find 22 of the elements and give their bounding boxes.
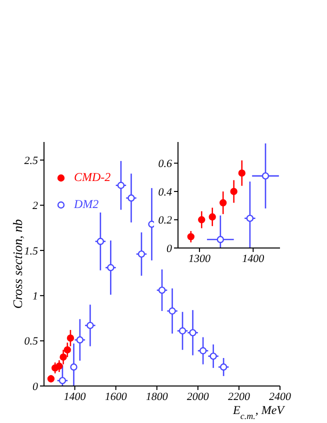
y-tick-label: 0 <box>32 380 38 393</box>
y-tick-label: 0 <box>166 242 172 255</box>
x-tick-label: 2000 <box>186 390 210 403</box>
y-tick-label: 1 <box>32 290 38 303</box>
y-axis-title: Cross section, nb <box>10 218 25 309</box>
legend-label: CMD-2 <box>74 170 111 185</box>
x-axis-title: E$_{c.m.}$, MeV <box>232 403 286 421</box>
y-tick-label: 1.5 <box>24 245 38 258</box>
y-tick-label: 0.2 <box>158 214 172 227</box>
y-tick-label: 0.6 <box>158 158 172 170</box>
y-tick-label: 0.4 <box>158 186 172 198</box>
x-tick-label: 1400 <box>242 252 265 265</box>
x-tick-label: 2400 <box>269 390 292 403</box>
y-tick-label: 0.5 <box>24 336 38 348</box>
x-tick-label: 2200 <box>228 390 250 403</box>
x-tick-label: 1800 <box>146 390 168 403</box>
x-tick-label: 1600 <box>104 390 128 403</box>
x-tick-label: 1300 <box>188 252 211 265</box>
x-tick-label: 1400 <box>64 390 86 403</box>
y-tick-label: 2 <box>32 200 38 212</box>
y-tick-label: 2.5 <box>24 154 38 167</box>
legend-label: DM2 <box>74 197 99 212</box>
